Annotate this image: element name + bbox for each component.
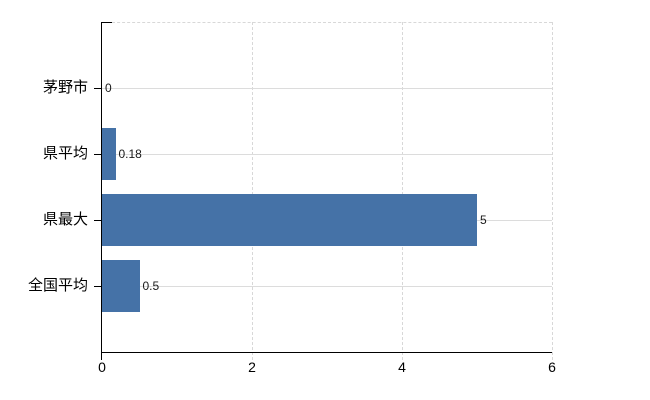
plot-area: 0 0.18 5 0.5: [94, 22, 553, 360]
category-label: 茅野市: [42, 79, 88, 96]
category-tick: [94, 154, 101, 155]
x-tick-label: 0: [98, 359, 106, 375]
bar-1: [102, 128, 116, 180]
y-axis-line: [101, 22, 102, 360]
bar-value-label: 0.5: [142, 279, 160, 293]
category-tick: [94, 220, 101, 221]
x-tick-label: 2: [248, 359, 256, 375]
bar-3: [102, 260, 140, 312]
plot-top-border: [102, 22, 552, 23]
category-label: 県平均: [42, 145, 88, 162]
vertical-gridline: [252, 22, 253, 360]
category-tick: [94, 286, 101, 287]
vertical-gridline: [402, 22, 403, 360]
x-axis-line: [101, 352, 552, 353]
category-tick: [94, 88, 101, 89]
bar-value-label: 5: [480, 213, 487, 227]
horizontal-gridline: [102, 88, 552, 89]
x-tick-label: 4: [398, 359, 406, 375]
horizontal-gridline: [102, 286, 552, 287]
bar-2: [102, 194, 477, 246]
bar-value-label: 0.18: [118, 147, 142, 161]
horizontal-gridline: [102, 154, 552, 155]
bar-value-label: 0: [105, 81, 112, 95]
category-label: 県最大: [42, 211, 88, 228]
vertical-gridline: [552, 22, 553, 360]
category-label: 全国平均: [27, 277, 88, 294]
x-tick-label: 6: [548, 359, 556, 375]
y-axis-top-tick: [102, 22, 112, 23]
